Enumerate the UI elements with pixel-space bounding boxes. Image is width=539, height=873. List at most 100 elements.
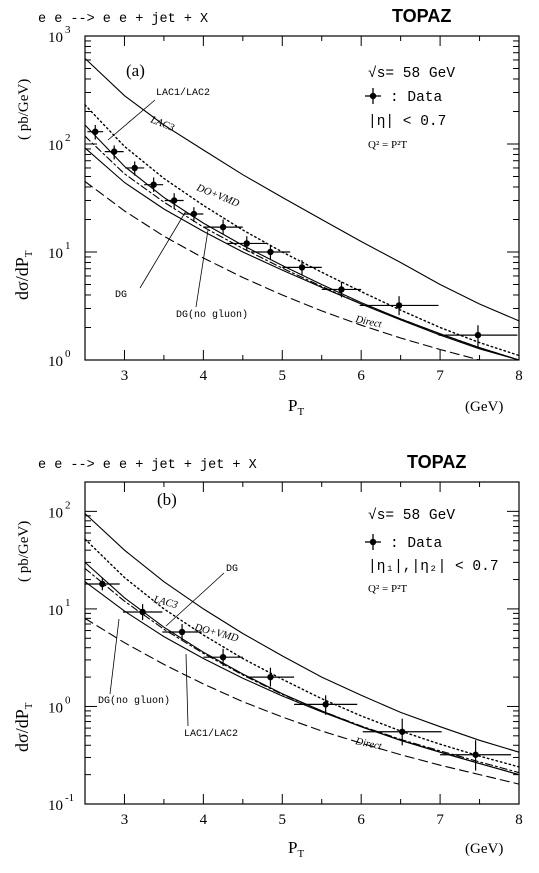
series-direct — [84, 617, 520, 785]
y-tick-label: 10 — [48, 505, 63, 521]
curve-label-do-vmd: DO+VMD — [194, 182, 241, 210]
eta-cut-label: |η| < 0.7 — [368, 114, 446, 130]
y-tick-label: 10 — [48, 246, 63, 262]
y-axis-label: dσ/dPT — [12, 250, 35, 300]
plot-frame — [84, 35, 520, 361]
svg-text:( pb/GeV): ( pb/GeV) — [16, 521, 32, 582]
data-point — [125, 161, 145, 176]
svg-text:dσ/dPT: dσ/dPT — [12, 702, 35, 752]
data-point — [122, 604, 163, 620]
y-axis-unit: ( pb/GeV) — [16, 79, 32, 140]
x-tick-label: 6 — [357, 812, 365, 828]
data-point — [203, 648, 243, 666]
x-tick-label: 7 — [436, 812, 444, 828]
data-point — [164, 193, 184, 210]
curve-label-lac1-lac2: LAC1/LAC2 — [184, 728, 238, 740]
x-axis-label: PT — [288, 838, 304, 860]
x-tick-label: 5 — [279, 368, 287, 384]
y-tick-exponent: 1 — [65, 597, 71, 609]
data-point — [362, 718, 442, 746]
data-point — [87, 124, 104, 140]
data-point — [203, 219, 243, 235]
y-tick-label: 10 — [48, 30, 63, 46]
x-axis-unit: (GeV) — [465, 399, 503, 415]
curve-label-dg-pointer — [139, 210, 187, 289]
data-point — [359, 296, 439, 316]
data-point — [250, 245, 291, 260]
data-point — [144, 177, 164, 192]
series-do-vmd — [84, 104, 520, 357]
data-points — [87, 124, 518, 348]
panel-label: (a) — [126, 61, 145, 80]
series-lac3 — [84, 512, 520, 753]
curve-label-direct: Direct — [353, 736, 383, 753]
data-legend-marker — [365, 534, 381, 550]
chart-panel-b: e e --> e e + jet + jet + X TOPAZ 3 4 5 6 7 8… — [12, 452, 523, 860]
data-point — [227, 236, 267, 252]
curve-label-lac1-lac2: LAC1/LAC2 — [156, 87, 210, 99]
experiment-label: TOPAZ — [392, 6, 451, 26]
curve-label-dg-no-gluon-pointer — [109, 618, 120, 695]
series-dg — [84, 135, 520, 361]
x-axis-label: PT — [288, 396, 304, 418]
y-tick-exponent: -1 — [65, 792, 74, 804]
x-tick-labels: 3 4 5 6 7 8 — [121, 812, 523, 828]
data-legend-label: : Data — [390, 90, 443, 106]
theory-curves — [84, 512, 520, 785]
y-tick-label: 10 — [48, 603, 63, 619]
series-dg — [84, 567, 520, 774]
eta-cut-label: |η₁|,|η₂| < 0.7 — [368, 559, 499, 575]
process-label: e e --> e e + jet + jet + X — [38, 458, 257, 473]
y-tick-label: 10 — [48, 138, 63, 154]
q2-label: Q² = P²T — [368, 139, 407, 151]
y-tick-exponent: 2 — [65, 132, 71, 144]
y-tick-exponent: 0 — [65, 348, 71, 360]
x-tick-label: 4 — [200, 368, 208, 384]
curve-label-dg-no-gluon: DG(no gluon) — [98, 695, 170, 707]
curve-label-lac3: LAC3 — [151, 594, 178, 611]
x-tick-label: 8 — [515, 812, 523, 828]
data-point — [440, 740, 512, 771]
series-lac1-lac2 — [84, 561, 520, 776]
curve-label-dg: DG — [115, 290, 127, 301]
x-tick-labels: 3 4 5 6 7 8 — [121, 368, 523, 384]
curve-label-direct: Direct — [353, 314, 383, 331]
experiment-label: TOPAZ — [407, 452, 466, 472]
y-tick-label: 10 — [48, 354, 63, 370]
y-tick-exponent: 2 — [65, 499, 71, 511]
data-point — [321, 281, 362, 298]
q2-label: Q² = P²T — [368, 583, 407, 595]
curve-label-lac1-lac2-pointer — [107, 99, 156, 141]
series-direct — [84, 180, 520, 361]
data-point — [282, 260, 322, 276]
series-dg-no-gluon — [84, 581, 520, 776]
panel-label: (b) — [157, 490, 177, 509]
sqrt-s-label: √s= 58 GeV — [368, 507, 455, 524]
x-tick-label: 4 — [200, 812, 208, 828]
data-point — [162, 624, 202, 641]
data-points — [85, 577, 512, 771]
series-do-vmd — [84, 538, 520, 768]
svg-text:dσ/dPT: dσ/dPT — [12, 250, 35, 300]
y-tick-exponent: 1 — [65, 240, 71, 252]
theory-curves — [84, 57, 520, 361]
y-tick-exponent: 0 — [65, 694, 71, 706]
data-legend-marker — [365, 88, 381, 104]
curve-label-lac1-lac2-pointer — [185, 653, 189, 727]
curve-label-dg-no-gluon-pointer — [195, 229, 209, 308]
process-label: e e --> e e + jet + X — [38, 12, 208, 27]
curve-label-dg-pointer — [165, 572, 225, 627]
data-point — [438, 325, 518, 348]
data-point — [104, 145, 124, 160]
x-tick-label: 5 — [279, 812, 287, 828]
x-tick-label: 3 — [121, 812, 129, 828]
curve-label-do-vmd: DO+VMD — [192, 622, 240, 645]
x-tick-label: 6 — [357, 368, 365, 384]
svg-text:( pb/GeV): ( pb/GeV) — [16, 79, 32, 140]
curve-label-lac3: LAC3 — [148, 114, 176, 134]
y-tick-exponent: 3 — [65, 24, 71, 36]
x-tick-label: 8 — [515, 368, 523, 384]
